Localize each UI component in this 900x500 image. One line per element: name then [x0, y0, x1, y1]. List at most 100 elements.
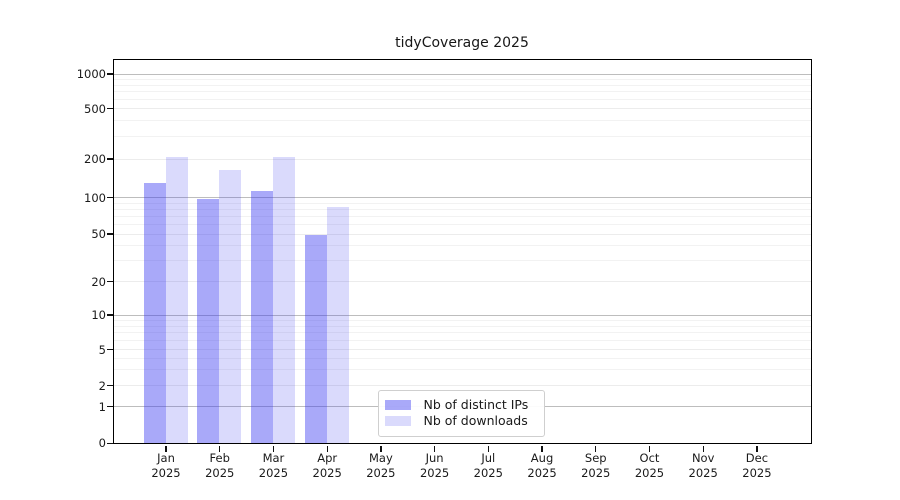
y-tick-label: 10 [91, 308, 106, 322]
x-tick-month: Nov [691, 451, 715, 465]
gridline-y100 [113, 197, 811, 198]
x-tick [702, 445, 704, 452]
gridline-y500 [113, 108, 811, 109]
gridline-y80 [113, 208, 811, 210]
x-tick-label: Feb 2025 [192, 451, 248, 481]
x-tick-month: Apr [317, 451, 338, 465]
gridline-y40 [113, 245, 811, 247]
y-tick [107, 384, 113, 387]
x-tick [541, 445, 543, 452]
y-tick-label: 0 [98, 436, 106, 451]
x-tick-year: 2025 [258, 466, 289, 480]
x-tick-year: 2025 [742, 466, 772, 480]
bar-downloads [165, 157, 188, 443]
legend-swatch-downloads-icon [384, 415, 411, 426]
y-tick [107, 158, 113, 160]
x-tick [595, 445, 597, 452]
x-tick [648, 445, 651, 452]
y-tick [107, 107, 113, 110]
x-tick-year: 2025 [312, 466, 342, 480]
x-tick-month: Jun [425, 451, 444, 465]
x-tick-month: May [368, 451, 393, 465]
y-tick-label: 5 [98, 342, 106, 357]
gridline-y2 [113, 385, 811, 386]
x-tick [487, 445, 489, 452]
x-tick-year: 2025 [581, 466, 611, 480]
gridline-y400 [113, 120, 811, 122]
bar-distinct-ips [143, 183, 166, 443]
legend-label-downloads: Nb of downloads [423, 413, 528, 429]
gridline-y7 [113, 332, 811, 334]
x-tick-month: Jan [157, 451, 175, 465]
y-tick-label: 1 [98, 399, 106, 414]
y-tick [107, 348, 113, 351]
legend-label-distinct-ips: Nb of distinct IPs [423, 397, 529, 413]
y-tick-label: 2 [98, 378, 106, 393]
gridline-y30 [113, 259, 811, 261]
y-tick [107, 196, 113, 199]
y-tick [107, 406, 113, 408]
x-tick-label: Oct 2025 [621, 451, 677, 481]
bar-downloads [326, 206, 349, 443]
y-tick-label: 50 [91, 227, 106, 241]
x-tick-month: Aug [530, 451, 554, 465]
x-tick-month: Dec [745, 451, 769, 465]
x-tick-year: 2025 [366, 466, 396, 480]
x-tick-year: 2025 [473, 466, 503, 480]
x-tick-label: Mar 2025 [245, 451, 301, 481]
gridline-y5 [113, 349, 811, 350]
x-tick [326, 445, 328, 452]
x-tick-year: 2025 [205, 466, 235, 480]
y-tick-label: 1000 [76, 67, 106, 81]
gridline-y6 [113, 339, 811, 341]
x-tick-label: Jul 2025 [460, 451, 516, 481]
gridline-y90 [113, 202, 811, 204]
x-tick-label: May 2025 [353, 451, 409, 481]
x-tick-year: 2025 [527, 466, 557, 480]
y-tick [107, 442, 113, 444]
gridline-y60 [113, 223, 811, 225]
x-tick-month: Sep [584, 451, 607, 465]
gridline-y70 [113, 215, 811, 217]
y-tick [107, 73, 113, 75]
bar-downloads [219, 169, 242, 443]
x-tick-label: Jun 2025 [407, 451, 463, 481]
y-tick-label: 20 [91, 274, 106, 289]
gridline-y800 [113, 84, 811, 86]
x-tick [756, 445, 758, 452]
bar-downloads [272, 157, 295, 443]
legend: Nb of distinct IPs Nb of downloads [377, 389, 545, 437]
gridline-y900 [113, 78, 811, 80]
x-tick-label: Nov 2025 [675, 451, 731, 481]
y-tick-label: 200 [84, 152, 106, 166]
legend-item-distinct-ips: Nb of distinct IPs [384, 397, 544, 413]
x-tick-label: Apr 2025 [299, 451, 355, 481]
x-tick [380, 445, 382, 452]
bar-distinct-ips [197, 199, 220, 443]
y-tick [107, 280, 113, 283]
x-tick-month: Jul [481, 451, 496, 465]
x-tick-label: Jan 2025 [138, 451, 194, 481]
x-tick-year: 2025 [688, 466, 718, 480]
x-tick-month: Feb [209, 451, 230, 465]
plot-area: Nb of distinct IPs Nb of downloads [112, 59, 812, 444]
y-tick-label: 100 [84, 190, 106, 205]
x-tick [272, 445, 275, 452]
x-tick-label: Aug 2025 [514, 451, 570, 481]
y-tick [107, 233, 113, 235]
x-tick-label: Dec 2025 [729, 451, 785, 481]
x-tick-year: 2025 [151, 466, 181, 480]
x-tick-label: Sep 2025 [568, 451, 624, 481]
gridline-y200 [113, 158, 811, 160]
x-tick [433, 445, 436, 452]
x-tick [165, 445, 167, 452]
legend-item-downloads: Nb of downloads [384, 413, 544, 429]
grid-layer [113, 60, 811, 443]
x-tick-month: Oct [639, 451, 660, 465]
gridline-y300 [113, 136, 811, 138]
y-tick [107, 314, 113, 316]
gridline-y700 [113, 91, 811, 93]
gridline-y9 [113, 319, 811, 321]
gridline-y600 [113, 98, 811, 100]
